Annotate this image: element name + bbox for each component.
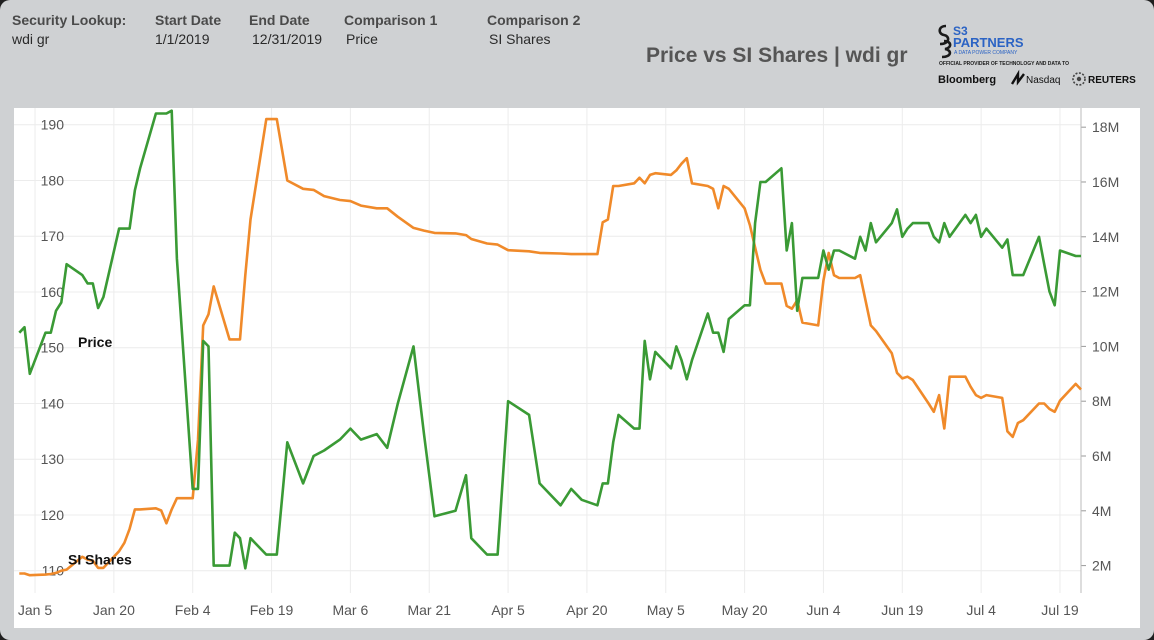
y-right-tick-label-12m: 12M <box>1092 284 1119 300</box>
y-left-tick-label-150: 150 <box>41 340 65 356</box>
axis-ticks: Jan 5 Jan 20 Feb 4 Feb 19 Mar 6 Mar 21 Apr 5 Ap… <box>18 108 1119 618</box>
x-tick-label-jul-4: Jul 4 <box>966 602 996 618</box>
y-left-tick-label-190: 190 <box>41 117 65 133</box>
x-tick-label-feb-4: Feb 4 <box>175 602 211 618</box>
x-tick-label-jun-19: Jun 19 <box>881 602 923 618</box>
y-left-tick-label-160: 160 <box>41 284 65 300</box>
y-left-tick-label-120: 120 <box>41 507 65 523</box>
price-si-chart: Jan 5 Jan 20 Feb 4 Feb 19 Mar 6 Mar 21 Apr 5 Ap… <box>14 108 1119 618</box>
security-lookup-field[interactable]: Security Lookup: wdi gr <box>12 12 126 47</box>
y-right-tick-label-8m: 8M <box>1092 393 1111 409</box>
reuters-icon <box>1072 72 1086 86</box>
s3-partners-logo: S3 PARTNERS A DATA POWER COMPANY OFFICIA… <box>938 24 1136 86</box>
nasdaq-icon <box>1010 69 1025 86</box>
x-tick-label-mar-21: Mar 21 <box>407 602 451 618</box>
y-right-tick-label-4m: 4M <box>1092 503 1111 519</box>
chart-title: Price vs SI Shares | wdi gr <box>646 44 908 67</box>
security-lookup-value: wdi gr <box>12 31 50 47</box>
security-lookup-label: Security Lookup: <box>12 12 127 28</box>
y-right-tick-label-18m: 18M <box>1092 119 1119 135</box>
x-tick-label-jun-4: Jun 4 <box>806 602 840 618</box>
y-left-tick-label-130: 130 <box>41 451 65 467</box>
end-date-label: End Date <box>249 12 310 28</box>
logo-partner-bloomberg: Bloomberg <box>938 74 996 86</box>
comparison-2-field[interactable]: Comparison 2 SI Shares <box>487 12 580 47</box>
series-lines <box>18 109 1082 577</box>
y-left-tick-label-180: 180 <box>41 172 65 188</box>
y-right-tick-label-6m: 6M <box>1092 448 1111 464</box>
end-date-value: 12/31/2019 <box>252 31 323 47</box>
grid <box>14 108 1081 593</box>
comparison-2-value: SI Shares <box>489 31 551 47</box>
end-date-field[interactable]: End Date 12/31/2019 <box>249 12 322 47</box>
x-tick-label-mar-6: Mar 6 <box>332 602 368 618</box>
s3-logo-icon <box>938 24 952 59</box>
start-date-field[interactable]: Start Date 1/1/2019 <box>155 12 221 47</box>
logo-provider-line: OFFICIAL PROVIDER OF TECHNOLOGY AND DATA… <box>939 61 1069 67</box>
x-tick-label-may-5: May 5 <box>647 602 685 618</box>
series-line-si-shares <box>18 109 1081 570</box>
logo-name: PARTNERS <box>953 35 1024 50</box>
y-left-tick-label-140: 140 <box>41 395 65 411</box>
y-right-tick-label-2m: 2M <box>1092 558 1111 574</box>
chart-panel: Jan 5 Jan 20 Feb 4 Feb 19 Mar 6 Mar 21 Apr 5 Ap… <box>14 108 1140 628</box>
x-tick-label-feb-19: Feb 19 <box>250 602 294 618</box>
y-right-tick-label-14m: 14M <box>1092 229 1119 245</box>
x-tick-label-jan-5: Jan 5 <box>18 602 52 618</box>
annotation-si-shares: SI Shares <box>68 552 132 568</box>
x-tick-label-apr-20: Apr 20 <box>566 602 607 618</box>
comparison-1-label: Comparison 1 <box>344 12 438 28</box>
logo-brand: S3 <box>953 24 968 38</box>
start-date-label: Start Date <box>155 12 222 28</box>
comparison-1-value: Price <box>346 31 378 47</box>
x-tick-label-jul-19: Jul 19 <box>1041 602 1079 618</box>
series-line-price <box>19 117 1082 577</box>
x-tick-label-jan-20: Jan 20 <box>93 602 135 618</box>
logo-tagline: A DATA POWER COMPANY <box>954 50 1018 56</box>
comparison-2-label: Comparison 2 <box>487 12 581 28</box>
y-left-tick-label-170: 170 <box>41 228 65 244</box>
series-annotations: Price SI Shares <box>68 334 132 567</box>
annotation-price: Price <box>78 334 112 350</box>
logo-partner-reuters: REUTERS <box>1088 75 1136 86</box>
start-date-value: 1/1/2019 <box>155 31 210 47</box>
x-tick-label-apr-5: Apr 5 <box>491 602 525 618</box>
x-tick-label-may-20: May 20 <box>722 602 768 618</box>
y-right-tick-label-16m: 16M <box>1092 174 1119 190</box>
y-right-tick-label-10m: 10M <box>1092 338 1119 354</box>
logo-partner-nasdaq: Nasdaq <box>1026 75 1060 86</box>
comparison-1-field[interactable]: Comparison 1 Price <box>344 12 437 47</box>
